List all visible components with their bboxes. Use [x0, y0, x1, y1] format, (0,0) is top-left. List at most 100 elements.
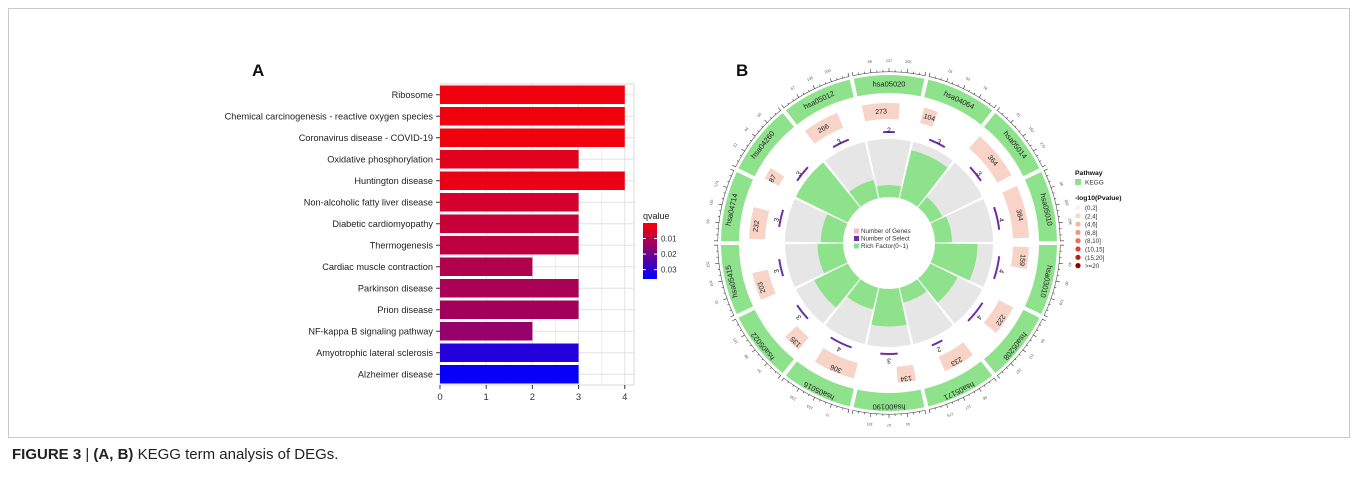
- scale-tick: [924, 71, 927, 76]
- figure-caption: FIGURE 3 | (A, B) KEGG term analysis of …: [12, 446, 338, 463]
- select-bar-4: [993, 206, 1001, 230]
- scale-tick-label: 137: [886, 59, 892, 63]
- pvalue-legend-label: (15,20]: [1085, 255, 1105, 262]
- y-tick-label: Alzheimer disease: [358, 370, 433, 380]
- bar-11: [440, 300, 579, 319]
- scale-tick: [1022, 133, 1027, 137]
- bar-13: [440, 343, 579, 362]
- genes-bar-12: [749, 206, 770, 240]
- select-value: 4: [997, 217, 1005, 222]
- select-bar-6: [967, 302, 984, 322]
- scale-tick-label: 133: [806, 76, 813, 82]
- scale-tick: [1033, 148, 1037, 152]
- scale-tick: [962, 85, 966, 90]
- select-value: 3: [836, 138, 843, 146]
- genes-bar-4: [1002, 186, 1029, 239]
- select-value: 3: [774, 268, 782, 273]
- rich-bar-11: [817, 243, 848, 274]
- pvalue-legend-label: (2,4]: [1085, 213, 1098, 220]
- scale-tick: [1043, 168, 1048, 171]
- scale-tick-label: 26: [947, 69, 952, 74]
- scale-tick-label: 230: [789, 394, 796, 401]
- genes-bar-5: [1010, 246, 1029, 270]
- pvalue-legend-title: -log10(Pvalue): [1075, 195, 1121, 202]
- pathway-sector-7: [924, 361, 993, 407]
- scale-tick: [718, 203, 723, 206]
- rich-bar-6: [918, 263, 958, 303]
- y-tick-label: Parkinson disease: [358, 284, 433, 294]
- scale-tick: [1042, 164, 1046, 168]
- bar-8: [440, 236, 579, 255]
- scale-tick: [1042, 318, 1046, 322]
- pathway-sector-12: [721, 171, 754, 242]
- select-value: 3: [795, 313, 803, 320]
- pathway-label: hsa05020: [873, 80, 906, 89]
- y-tick-label: Chemical carcinogenesis - reactive oxyge…: [225, 112, 434, 122]
- scale-tick-label: 200: [824, 69, 831, 75]
- genes-value: 306: [829, 363, 843, 374]
- pvalue-legend-key: [1075, 221, 1081, 227]
- pathway-sector-9: [785, 361, 854, 407]
- y-tick-label: NF-kappa B signaling pathway: [308, 327, 433, 337]
- scale-tick: [928, 72, 931, 77]
- scale-tick: [993, 104, 997, 109]
- bar-5: [440, 171, 625, 190]
- scale-tick: [764, 119, 768, 124]
- pathway-legend-key: [1075, 179, 1081, 185]
- inner-legend-key: [854, 236, 859, 241]
- scale-tick: [1010, 362, 1014, 367]
- scale-tick: [946, 78, 949, 83]
- scale-tick: [993, 377, 997, 382]
- genes-bar-14: [804, 112, 844, 144]
- pvalue-legend-label: (10,15]: [1085, 247, 1105, 254]
- scale-tick: [796, 388, 800, 392]
- caption-panels: (A, B): [93, 446, 134, 463]
- scale-tick: [723, 298, 728, 301]
- select-bar-3: [969, 166, 982, 182]
- genes-value: 104: [923, 113, 936, 123]
- pathway-label: hsa00190: [873, 403, 906, 412]
- select-bar-14: [832, 138, 850, 148]
- pvalue-legend-label: (8,10]: [1085, 238, 1101, 245]
- y-tick-label: Amyotrophic lateral sclerosis: [316, 348, 433, 358]
- pvalue-legend-label: (4,6]: [1085, 222, 1098, 229]
- scale-tick: [847, 72, 850, 77]
- panel-label-a: A: [252, 61, 264, 80]
- scale-tick-label: 52: [965, 76, 971, 81]
- scale-tick-label: 182: [1028, 126, 1035, 133]
- genes-bar-11: [752, 269, 776, 300]
- pvalue-legend-key: [1075, 213, 1081, 219]
- select-bar-11: [778, 258, 785, 277]
- scale-tick: [751, 349, 756, 353]
- scale-tick-label: 40: [1067, 262, 1071, 267]
- rich-bar-14: [849, 180, 879, 207]
- scale-tick: [978, 388, 982, 392]
- scale-tick-label: 153: [806, 404, 813, 410]
- y-tick-label: Ribosome: [392, 90, 433, 100]
- scale-tick-label: 119: [1058, 299, 1064, 306]
- scale-tick: [812, 85, 816, 90]
- scale-tick-label: 91: [1016, 112, 1022, 118]
- pathway-sector-6: [983, 309, 1040, 374]
- scale-tick-label: 192: [1064, 199, 1069, 206]
- scale-tick-label: 34: [757, 368, 763, 374]
- scale-tick: [962, 396, 966, 401]
- rich-bar-10: [814, 263, 860, 308]
- scale-tick-label: 68: [744, 354, 750, 360]
- scale-tick-label: 111: [1028, 353, 1035, 360]
- bar-2: [440, 107, 625, 126]
- genes-value: 232: [753, 220, 762, 233]
- scale-tick: [1010, 119, 1014, 124]
- panel-label-b: B: [736, 61, 748, 80]
- scale-arc: [852, 410, 926, 415]
- scale-tick-label: 205: [905, 60, 912, 65]
- pvalue-legend-label: >=20: [1085, 263, 1100, 270]
- scale-tick: [781, 104, 785, 109]
- scale-tick: [718, 280, 723, 283]
- scale-tick: [812, 396, 816, 401]
- pathway-legend-label: KEGG: [1085, 180, 1104, 187]
- pathway-sector-13: [738, 112, 795, 177]
- scale-tick-label: 56: [1040, 338, 1046, 344]
- bar-chart-panel-a: 0 1 2 3 4 Ribosome Chemical carcinogenesis - r…: [225, 83, 677, 403]
